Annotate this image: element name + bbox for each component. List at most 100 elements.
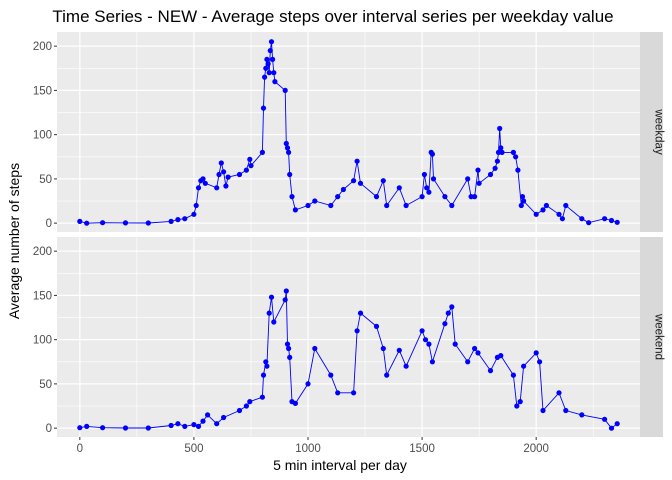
data-point: [472, 194, 478, 200]
y-tick-label: 150: [33, 290, 52, 302]
data-point: [289, 194, 295, 200]
data-point: [521, 198, 527, 204]
data-point: [475, 350, 481, 356]
data-point: [396, 347, 402, 353]
data-point: [284, 145, 291, 151]
data-point: [266, 310, 272, 316]
data-point: [205, 412, 211, 418]
data-point: [122, 425, 129, 431]
data-point: [260, 372, 267, 378]
panel-weekend: 0 50 100 150 200 weekend: [33, 237, 665, 437]
facet-strip: [640, 237, 663, 437]
data-point: [263, 359, 269, 365]
data-point: [540, 407, 546, 414]
data-point: [259, 394, 265, 400]
data-point: [272, 79, 278, 85]
data-point: [498, 145, 504, 151]
data-point: [472, 345, 478, 352]
data-point: [168, 422, 174, 429]
y-tick-label: 50: [39, 174, 52, 186]
y-tick-label: 200: [33, 246, 52, 258]
data-point: [270, 56, 276, 63]
y-tick-label: 150: [33, 85, 52, 97]
data-point: [492, 165, 498, 171]
data-point: [602, 216, 608, 222]
data-point: [221, 169, 227, 175]
chart-title: Time Series - NEW - Average steps over i…: [52, 7, 613, 26]
data-point: [305, 381, 311, 387]
data-point: [608, 217, 615, 224]
facet-label: weekday: [653, 108, 665, 155]
data-point: [514, 403, 520, 409]
data-point: [100, 220, 106, 226]
data-point: [195, 423, 202, 429]
data-point: [559, 216, 566, 222]
data-point: [452, 341, 458, 347]
data-point: [145, 425, 151, 431]
data-point: [265, 61, 271, 67]
data-point: [403, 363, 409, 369]
y-tick-label: 0: [46, 218, 52, 230]
data-point: [396, 185, 402, 191]
data-point: [510, 372, 516, 378]
x-tick-label: 1500: [409, 443, 435, 455]
data-point: [264, 363, 270, 369]
data-point: [283, 140, 289, 147]
data-point: [533, 211, 539, 217]
x-axis-title: 5 min interval per day: [273, 457, 407, 473]
data-point: [586, 220, 592, 226]
data-point: [563, 202, 569, 209]
facet-strip: [640, 32, 663, 232]
data-point: [287, 171, 293, 178]
panel-background: [57, 32, 640, 232]
data-point: [247, 156, 253, 162]
y-tick-label: 100: [33, 335, 52, 347]
panel-weekday: 0 50 100 150 200 weekday: [33, 32, 665, 232]
y-axis-title: Average number of steps: [6, 163, 22, 319]
data-point: [122, 220, 129, 226]
data-point: [286, 345, 292, 352]
data-point: [340, 186, 346, 193]
data-point: [351, 178, 357, 184]
data-point: [328, 202, 334, 209]
data-point: [283, 288, 289, 294]
data-point: [286, 149, 292, 155]
data-point: [292, 400, 298, 406]
data-point: [282, 297, 288, 303]
data-point: [200, 176, 206, 182]
data-point: [225, 174, 231, 180]
data-point: [608, 425, 615, 431]
data-point: [236, 407, 243, 414]
data-point: [312, 345, 318, 352]
data-point: [191, 422, 197, 428]
data-point: [282, 87, 288, 93]
data-point: [521, 363, 527, 369]
data-point: [518, 202, 524, 209]
data-point: [449, 304, 455, 310]
data-point: [354, 158, 360, 164]
data-point: [426, 341, 432, 347]
data-point: [84, 423, 90, 429]
data-point: [422, 337, 429, 343]
data-point: [380, 345, 386, 352]
data-point: [247, 399, 253, 405]
data-point: [214, 185, 220, 191]
data-point: [271, 70, 277, 76]
data-point: [499, 149, 505, 155]
x-tick-label: 0: [77, 443, 83, 455]
data-point: [100, 425, 106, 431]
y-tick-label: 200: [33, 41, 52, 53]
y-tick-label: 50: [39, 379, 52, 391]
data-point: [442, 194, 448, 200]
data-point: [384, 372, 390, 378]
data-point: [77, 218, 83, 224]
data-point: [195, 185, 202, 191]
data-point: [328, 372, 334, 378]
x-tick-label: 500: [184, 443, 203, 455]
data-point: [191, 211, 197, 217]
data-point: [357, 180, 364, 186]
data-point: [259, 149, 265, 155]
data-point: [236, 171, 243, 178]
data-point: [465, 359, 471, 365]
